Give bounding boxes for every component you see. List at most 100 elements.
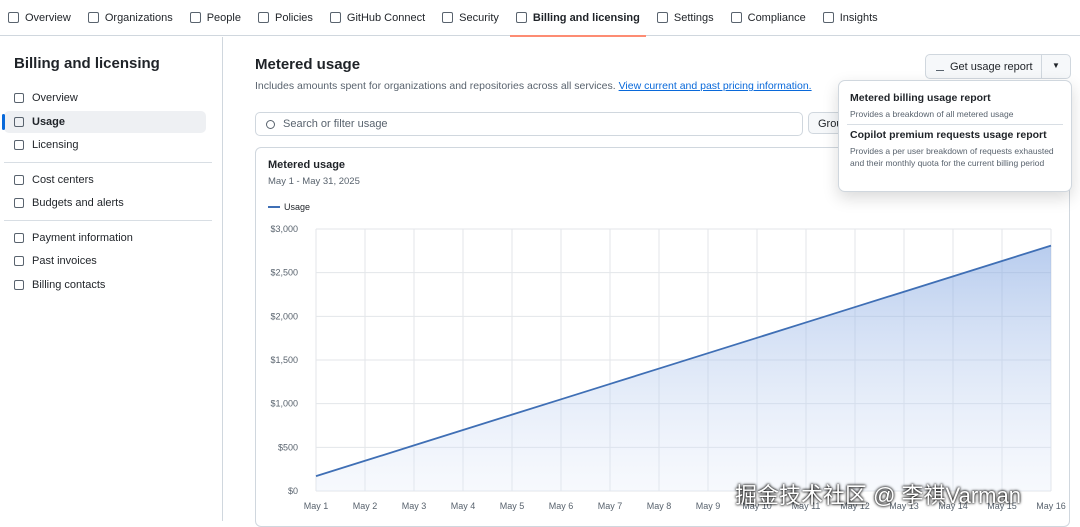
y-tick-label: $0 <box>288 486 298 496</box>
line <box>315 244 1052 478</box>
search-placeholder: Search or filter usage <box>283 118 388 130</box>
tab-label: Policies <box>274 11 313 24</box>
sidebar-item[interactable]: Cost centers <box>4 169 206 191</box>
tab-icon <box>515 12 527 23</box>
report-button[interactable]: Get usage report ▼ <box>925 54 1071 79</box>
sidebar-item[interactable]: Billing contacts <box>4 274 206 296</box>
page-title: Metered usage <box>255 56 361 73</box>
x-tick-label: May 2 <box>353 501 378 511</box>
tab-label: Settings <box>673 11 714 24</box>
y-tick-label: $2,500 <box>270 268 298 278</box>
chart-subtitle: May 1 - May 31, 2025 <box>268 176 360 187</box>
legend-label: Usage <box>284 202 310 212</box>
sidebar-item[interactable]: Budgets and alerts <box>4 192 206 214</box>
x-tick-label: May 10 <box>742 501 772 511</box>
tab-icon <box>189 12 201 23</box>
menu-divider <box>847 124 1063 125</box>
separator <box>4 220 212 221</box>
y-tick-label: $1,500 <box>270 355 298 365</box>
tab-icon <box>822 12 834 23</box>
sidebar-item[interactable]: Past invoices <box>4 250 206 272</box>
search-input[interactable]: Search or filter usage <box>255 112 803 136</box>
tab-label: GitHub Connect <box>346 11 426 24</box>
x-tick-label: May 3 <box>402 501 427 511</box>
tab-label: People <box>206 11 241 24</box>
x-tick-label: May 13 <box>889 501 919 511</box>
item-icon <box>14 233 24 243</box>
menu-item-title[interactable]: Metered billing usage report <box>850 92 991 104</box>
menu-item-text: Provides a breakdown of all metered usag… <box>850 109 1014 119</box>
x-tick-label: May 4 <box>451 501 476 511</box>
y-tick-label: $2,000 <box>270 311 298 321</box>
nav-tab[interactable]: GitHub Connect <box>329 0 426 36</box>
sidebar-title: Billing and licensing <box>14 55 160 72</box>
area-fill <box>316 245 1051 491</box>
item-icon <box>14 198 24 208</box>
sidebar-item[interactable]: Usage <box>2 111 206 133</box>
tab-icon <box>730 12 742 23</box>
sidebar-item[interactable]: Licensing <box>4 134 206 156</box>
tab-icon <box>329 12 341 23</box>
y-tick-label: $500 <box>278 442 298 452</box>
nav-tab[interactable]: Policies <box>257 0 313 36</box>
item-label: Payment information <box>32 232 133 244</box>
item-icon <box>14 256 24 266</box>
item-label: Billing contacts <box>32 279 106 291</box>
x-tick-label: May 6 <box>549 501 574 511</box>
tab-icon <box>257 12 269 23</box>
x-tick-label: May 11 <box>792 501 821 511</box>
top-nav: Overview Organizations People Policies GitHu… <box>0 0 1080 37</box>
item-label: Usage <box>32 116 66 128</box>
item-label: Cost centers <box>32 174 94 186</box>
tab-label: Billing and licensing <box>532 11 640 24</box>
nav-tab[interactable]: Settings <box>656 0 714 36</box>
chart-title: Metered usage <box>268 159 345 171</box>
x-tick-label: May 12 <box>840 501 870 511</box>
nav-tab[interactable]: Insights <box>822 0 878 36</box>
dropdown-menu: Metered billing usage report Provides a … <box>838 80 1072 192</box>
item-label: Budgets and alerts <box>32 197 124 209</box>
tab-label: Organizations <box>104 11 173 24</box>
nav-tab[interactable]: Organizations <box>87 0 173 36</box>
x-tick-label: May 9 <box>696 501 721 511</box>
nav-tab[interactable]: People <box>189 0 241 36</box>
x-tick-label: May 15 <box>987 501 1017 511</box>
tab-label: Overview <box>25 11 71 24</box>
item-icon <box>14 93 24 103</box>
item-icon <box>14 280 24 290</box>
sidebar: Billing and licensing Overview Usage Licen… <box>0 37 223 521</box>
tab-label: Compliance <box>747 11 806 24</box>
separator <box>4 162 212 163</box>
x-tick-label: May 14 <box>938 501 968 511</box>
download-icon <box>936 62 944 71</box>
dropdown-caret[interactable]: ▼ <box>1041 55 1070 78</box>
item-icon <box>14 117 24 127</box>
x-tick-label: May 5 <box>500 501 525 511</box>
nav-tab[interactable]: Billing and licensing <box>509 0 646 37</box>
nav-tab[interactable]: Security <box>442 0 499 36</box>
sidebar-item[interactable]: Payment information <box>4 227 206 249</box>
x-tick-label: May 8 <box>647 501 672 511</box>
y-tick-label: $3,000 <box>270 224 298 234</box>
y-tick-label: $1,000 <box>270 399 298 409</box>
nav-tab[interactable]: Overview <box>8 0 71 36</box>
watermark: 掘金技术社区 @ 李祺Varman <box>735 483 1021 508</box>
pricing-link[interactable]: View current and past pricing informatio… <box>618 80 812 92</box>
item-icon <box>14 140 24 150</box>
nav-tab[interactable]: Compliance <box>730 0 806 36</box>
item-label: Overview <box>32 92 78 104</box>
item-label: Licensing <box>32 139 79 151</box>
menu-item-text: Provides a per user breakdown of request… <box>850 146 1054 168</box>
item-label: Past invoices <box>32 255 97 267</box>
report-button-label: Get usage report <box>950 60 1033 73</box>
tab-label: Insights <box>839 11 878 24</box>
chart-card: Metered usage May 1 - May 31, 2025 Usage… <box>255 147 1070 527</box>
sidebar-item[interactable]: Overview <box>4 87 206 109</box>
search-icon <box>266 119 275 129</box>
tab-icon <box>87 12 99 23</box>
tab-icon <box>8 12 19 23</box>
description-text: Includes amounts spent for organizations… <box>255 80 616 92</box>
menu-item-title[interactable]: Copilot premium requests usage report <box>850 129 1047 141</box>
x-tick-label: May 7 <box>598 501 623 511</box>
